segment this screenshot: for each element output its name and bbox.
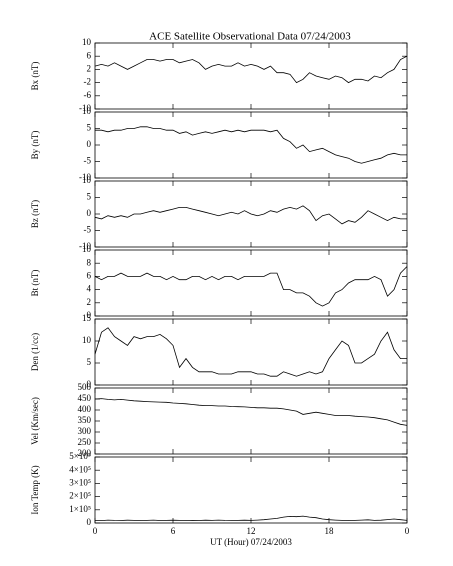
y-tick-label: -10 — [79, 172, 91, 182]
y-axis-label: Den (1/cc) — [30, 333, 40, 371]
panel-frame — [94, 42, 408, 110]
y-axis-label: Bz (nT) — [30, 200, 40, 228]
y-tick-label: 10 — [82, 37, 92, 47]
y-tick-label: 200 — [78, 448, 92, 458]
y-tick-label: 300 — [78, 426, 92, 436]
y-tick-label: 15 — [82, 313, 92, 323]
y-axis-label: Bx (nT) — [30, 62, 40, 91]
data-line — [94, 266, 408, 307]
y-axis-label: Ion Temp (K) — [30, 465, 40, 514]
y-tick-label: -5 — [84, 156, 92, 166]
panel-frame — [94, 249, 408, 317]
y-tick-label: 5 — [87, 123, 92, 133]
y-tick-label: 400 — [78, 404, 92, 414]
y-tick-label: -10 — [79, 103, 91, 113]
chart-title: ACE Satellite Observational Data 07/24/2… — [149, 31, 351, 43]
y-tick-label: -5 — [84, 225, 92, 235]
panel-frame — [94, 387, 408, 455]
panel-frame — [94, 111, 408, 179]
y-tick-label: 10 — [82, 244, 92, 254]
data-line — [95, 126, 407, 164]
panel-frame — [94, 456, 408, 524]
y-tick-label: 0 — [87, 208, 92, 218]
y-tick-label: 10 — [82, 175, 92, 185]
y-tick-label: -6 — [84, 90, 92, 100]
y-tick-label: 10 — [82, 106, 92, 116]
x-tick-label: 12 — [247, 526, 256, 536]
y-tick-label: 250 — [78, 437, 92, 447]
y-tick-label: 5 — [87, 192, 92, 202]
x-tick-label: 0 — [405, 526, 410, 536]
y-tick-label: 8 — [87, 257, 92, 267]
y-tick-label: 500 — [78, 382, 92, 392]
y-tick-label: 2×10⁵ — [69, 491, 91, 501]
data-line — [94, 205, 407, 225]
y-tick-label: 0 — [87, 139, 92, 149]
y-tick-label: 4 — [87, 284, 92, 294]
y-tick-label: -2 — [84, 77, 92, 87]
y-tick-label: 6 — [87, 270, 92, 280]
y-axis-label: By (nT) — [30, 131, 40, 160]
y-tick-label: 10 — [82, 335, 92, 345]
y-tick-label: 450 — [78, 393, 92, 403]
y-tick-label: -10 — [79, 241, 91, 251]
y-tick-label: 0 — [87, 517, 92, 527]
y-tick-label: 2 — [87, 297, 92, 307]
data-line — [94, 398, 408, 426]
y-tick-label: 350 — [78, 415, 92, 425]
y-tick-label: 0 — [87, 379, 92, 389]
x-tick-label: 0 — [93, 526, 98, 536]
data-line — [94, 515, 408, 522]
x-tick-label: 18 — [325, 526, 335, 536]
y-axis-label: Bt (nT) — [30, 270, 40, 297]
y-tick-label: 5×10⁵ — [69, 451, 91, 461]
y-tick-label: 6 — [87, 50, 92, 60]
y-tick-label: 1×10⁵ — [69, 504, 91, 514]
x-axis-label: UT (Hour) 07/24/2003 — [210, 537, 292, 547]
y-tick-label: 5 — [87, 357, 92, 367]
panel-frame — [94, 318, 408, 386]
y-tick-label: 4×10⁵ — [69, 464, 91, 474]
y-tick-label: 2 — [87, 63, 92, 73]
data-line — [94, 55, 408, 84]
data-line — [94, 327, 407, 377]
y-tick-label: 0 — [87, 310, 92, 320]
y-tick-label: 3×10⁵ — [69, 477, 91, 487]
x-tick-label: 6 — [171, 526, 176, 536]
y-axis-label: Vel (Km/sec) — [30, 397, 40, 445]
